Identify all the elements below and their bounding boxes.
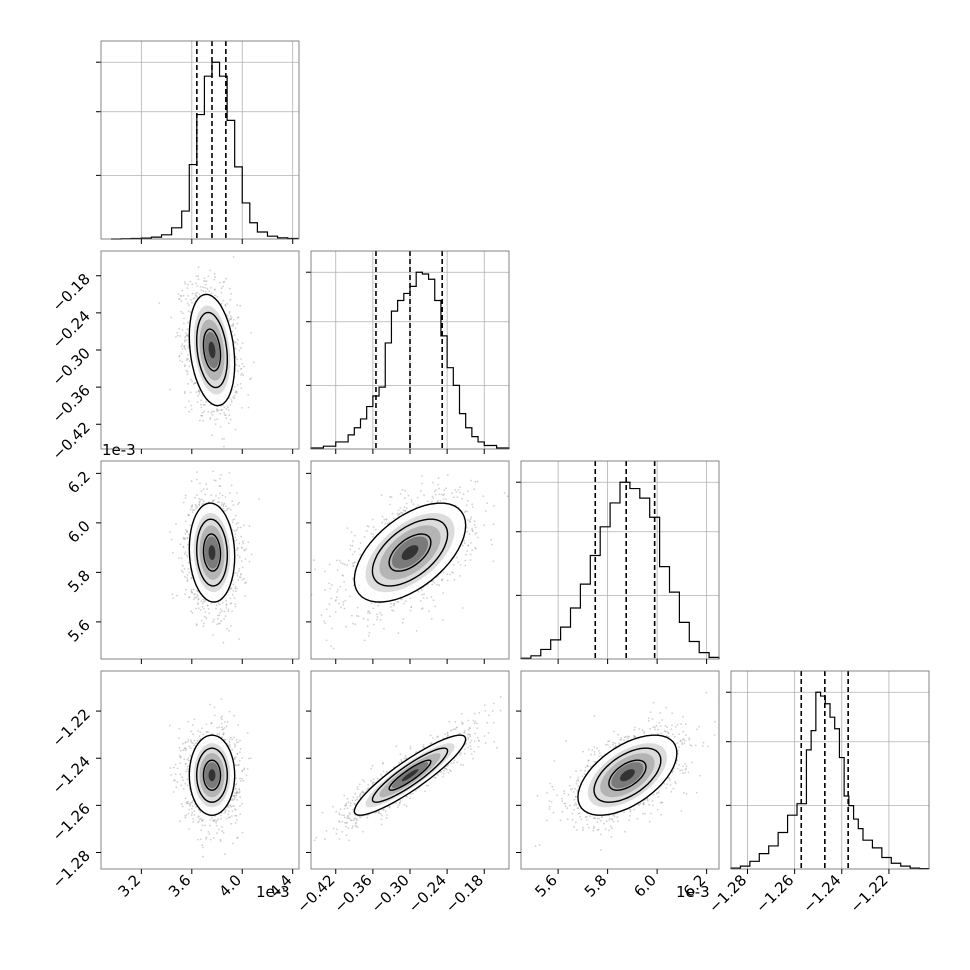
x-tick-label: −0.24 [405, 871, 450, 916]
panel-frame [100, 40, 300, 240]
y-tick-label: −0.36 [49, 381, 94, 426]
x-tick-label: −0.42 [293, 871, 338, 916]
y-tick-label: −0.42 [49, 418, 94, 463]
density-fill [208, 769, 216, 782]
x-tick-label: −0.36 [330, 871, 375, 916]
contour-line [195, 747, 229, 803]
y-tick-label: −0.30 [49, 344, 94, 389]
panel-frame [520, 670, 720, 870]
corner-panels: 3.2 3.6 4.0 4.4−0.42−0.36−0.30−0.24−0.18 5.6… [49, 40, 930, 916]
y-tick-label: −0.24 [49, 307, 94, 352]
pair-panel-1-2 [100, 250, 300, 450]
y-tick-label: −1.22 [49, 705, 94, 750]
hist-panel-param-2 [306, 250, 510, 450]
x-tick-label: 5.6 [531, 871, 561, 901]
pair-panel-2-4 [310, 670, 510, 870]
x-tick-label: −1.22 [847, 871, 892, 916]
panel-frame [730, 670, 930, 870]
density-fill [208, 341, 216, 359]
x-tick-label: 3.2 [115, 871, 145, 901]
x-tick-label: 3.6 [165, 871, 195, 901]
histogram-step [730, 691, 930, 870]
contour-line [593, 747, 662, 803]
contour-line [353, 734, 467, 816]
y-tick-label: −1.26 [49, 799, 94, 844]
density-fill [620, 769, 635, 782]
contour-line [608, 759, 647, 791]
histogram-step [520, 481, 720, 659]
histogram-step [310, 271, 510, 449]
y-tick-label: 5.6 [64, 616, 94, 646]
x-offset-label-param-1: 1e-3 [256, 883, 290, 901]
contour-line [195, 311, 229, 389]
panel-frame [100, 670, 300, 870]
x-tick-label: −1.28 [705, 871, 750, 916]
contour-line [371, 747, 449, 803]
hist-panel-param-1 [96, 40, 300, 240]
contour-line [577, 734, 678, 816]
pair-panel-1-4 [100, 670, 300, 870]
x-tick-label: 4.0 [215, 871, 245, 901]
hist-panel-param-3 [516, 460, 720, 660]
density-fill [401, 545, 419, 560]
x-tick-label: −1.26 [752, 871, 797, 916]
y-tick-label: 6.2 [64, 467, 94, 497]
panel-frame [100, 460, 300, 660]
y-tick-label: 6.0 [64, 517, 94, 547]
x-tick-label: 6.0 [630, 871, 660, 901]
contour-line [188, 502, 236, 603]
hist-panel-param-4 [726, 670, 930, 870]
contour-line [353, 502, 467, 603]
contour-line [202, 533, 222, 572]
contour-line [388, 533, 432, 572]
pair-panel-2-3 [310, 460, 510, 660]
contour-line [188, 293, 236, 407]
contour-line [195, 518, 229, 587]
y-offset-label-param-3: 1e-3 [102, 441, 136, 459]
y-tick-label: −0.18 [49, 270, 94, 315]
x-tick-label: −0.18 [442, 871, 487, 916]
panel-frame [520, 460, 720, 660]
y-tick-label: 5.8 [64, 566, 94, 596]
x-tick-label: −0.30 [368, 871, 413, 916]
x-tick-label: 5.8 [581, 871, 611, 901]
contour-line [388, 759, 432, 791]
x-offset-label-param-3: 1e-3 [676, 883, 710, 901]
y-tick-label: −1.28 [49, 847, 94, 892]
x-tick-label: −1.24 [799, 871, 844, 916]
contour-line [202, 759, 222, 791]
contour-line [202, 328, 222, 372]
pair-panel-3-4 [520, 670, 720, 870]
y-tick-label: −1.24 [49, 752, 94, 797]
contour-line [188, 734, 236, 817]
contour-line [371, 518, 449, 587]
pair-panel-1-3 [100, 460, 300, 660]
density-fill [208, 545, 216, 560]
density-fill [401, 769, 419, 782]
